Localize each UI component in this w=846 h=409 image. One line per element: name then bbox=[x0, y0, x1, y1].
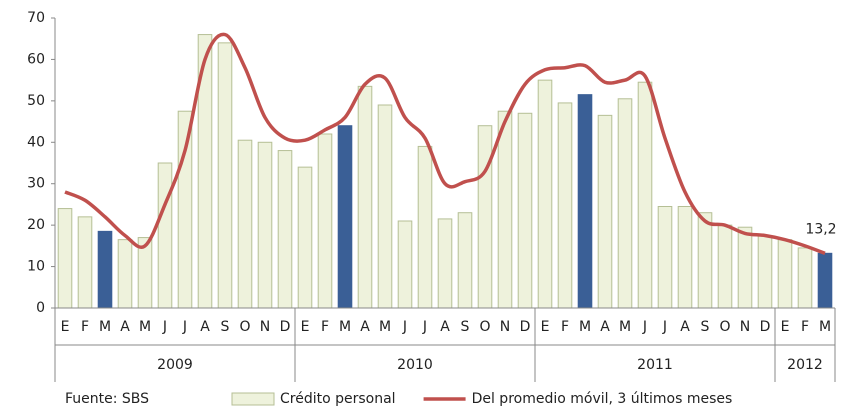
x-tick-label: F bbox=[801, 319, 809, 335]
y-tick-label: 20 bbox=[27, 217, 45, 233]
y-tick-label: 0 bbox=[36, 300, 45, 316]
group-label: 2011 bbox=[637, 357, 673, 373]
bar bbox=[397, 220, 413, 309]
x-tick-label: A bbox=[440, 319, 450, 335]
bar bbox=[517, 112, 533, 309]
x-tick-label: D bbox=[760, 319, 771, 335]
bar bbox=[557, 102, 573, 309]
x-tick-label: M bbox=[579, 319, 591, 335]
bar bbox=[117, 239, 133, 309]
legend-label: Crédito personal bbox=[280, 391, 396, 407]
x-tick-label: E bbox=[541, 319, 550, 335]
bar bbox=[717, 224, 733, 309]
x-tick-label: M bbox=[619, 319, 631, 335]
x-tick-label: J bbox=[422, 319, 427, 335]
x-tick-label: A bbox=[120, 319, 130, 335]
x-tick-label: M bbox=[379, 319, 391, 335]
x-tick-label: E bbox=[61, 319, 70, 335]
x-tick-label: F bbox=[561, 319, 569, 335]
y-tick-label: 40 bbox=[27, 134, 45, 150]
bar bbox=[277, 150, 293, 309]
bar bbox=[57, 208, 73, 309]
bar bbox=[317, 133, 333, 309]
x-tick-label: N bbox=[260, 319, 270, 335]
x-tick-label: F bbox=[321, 319, 329, 335]
x-tick-label: M bbox=[819, 319, 831, 335]
bar bbox=[437, 218, 453, 309]
x-tick-label: A bbox=[360, 319, 370, 335]
x-tick-label: O bbox=[719, 319, 730, 335]
legend-swatch bbox=[231, 392, 275, 406]
x-tick-label: J bbox=[162, 319, 167, 335]
x-tick-label: F bbox=[81, 319, 89, 335]
bar bbox=[357, 85, 373, 309]
bar bbox=[377, 104, 393, 309]
bar bbox=[257, 141, 273, 309]
x-tick-label: J bbox=[642, 319, 647, 335]
x-tick-label: N bbox=[500, 319, 510, 335]
line bbox=[64, 32, 826, 255]
bar bbox=[97, 230, 113, 309]
x-tick-label: E bbox=[781, 319, 790, 335]
x-tick-label: J bbox=[662, 319, 667, 335]
bar bbox=[817, 252, 833, 309]
bar bbox=[617, 98, 633, 309]
bar bbox=[597, 114, 613, 309]
bar bbox=[337, 125, 353, 309]
group-label: 2009 bbox=[157, 357, 193, 373]
x-tick-label: M bbox=[99, 319, 111, 335]
bar bbox=[157, 162, 173, 309]
x-tick-label: O bbox=[479, 319, 490, 335]
bar bbox=[537, 79, 553, 309]
bar bbox=[737, 226, 753, 309]
x-tick-label: A bbox=[680, 319, 690, 335]
x-tick-label: J bbox=[402, 319, 407, 335]
x-tick-label: M bbox=[339, 319, 351, 335]
source: Fuente: SBS bbox=[65, 391, 149, 407]
bar bbox=[297, 166, 313, 309]
x-tick-label: J bbox=[182, 319, 187, 335]
bar bbox=[477, 125, 493, 309]
x-tick-label: E bbox=[301, 319, 310, 335]
bar bbox=[457, 212, 473, 309]
x-tick-label: S bbox=[701, 319, 710, 335]
x-tick-label: M bbox=[139, 319, 151, 335]
y-tick-label: 50 bbox=[27, 93, 45, 109]
bar bbox=[497, 110, 513, 309]
group-label: 2010 bbox=[397, 357, 433, 373]
y-tick-label: 30 bbox=[27, 176, 45, 192]
group-label: 2012 bbox=[787, 357, 823, 373]
x-tick-label: D bbox=[520, 319, 531, 335]
x-tick-label: S bbox=[461, 319, 470, 335]
x-tick-label: N bbox=[740, 319, 750, 335]
y-tick-label: 10 bbox=[27, 259, 45, 275]
bar bbox=[777, 239, 793, 309]
bar bbox=[417, 145, 433, 309]
bar bbox=[77, 216, 93, 309]
bar bbox=[637, 81, 653, 309]
x-tick-label: D bbox=[280, 319, 291, 335]
x-tick-label: S bbox=[221, 319, 230, 335]
bar bbox=[577, 94, 593, 309]
bar bbox=[177, 110, 193, 309]
y-tick-label: 70 bbox=[27, 10, 45, 26]
bar bbox=[237, 139, 253, 309]
bar bbox=[797, 247, 813, 309]
bar bbox=[217, 42, 233, 309]
legend-label: Del promedio móvil, 3 últimos meses bbox=[472, 391, 733, 407]
x-tick-label: A bbox=[600, 319, 610, 335]
y-tick-label: 60 bbox=[27, 51, 45, 67]
x-tick-label: O bbox=[239, 319, 250, 335]
data-label: 13,2 bbox=[805, 221, 836, 237]
bar bbox=[757, 235, 773, 309]
bar bbox=[697, 212, 713, 309]
bar bbox=[677, 206, 693, 309]
bar bbox=[657, 206, 673, 309]
x-tick-label: A bbox=[200, 319, 210, 335]
